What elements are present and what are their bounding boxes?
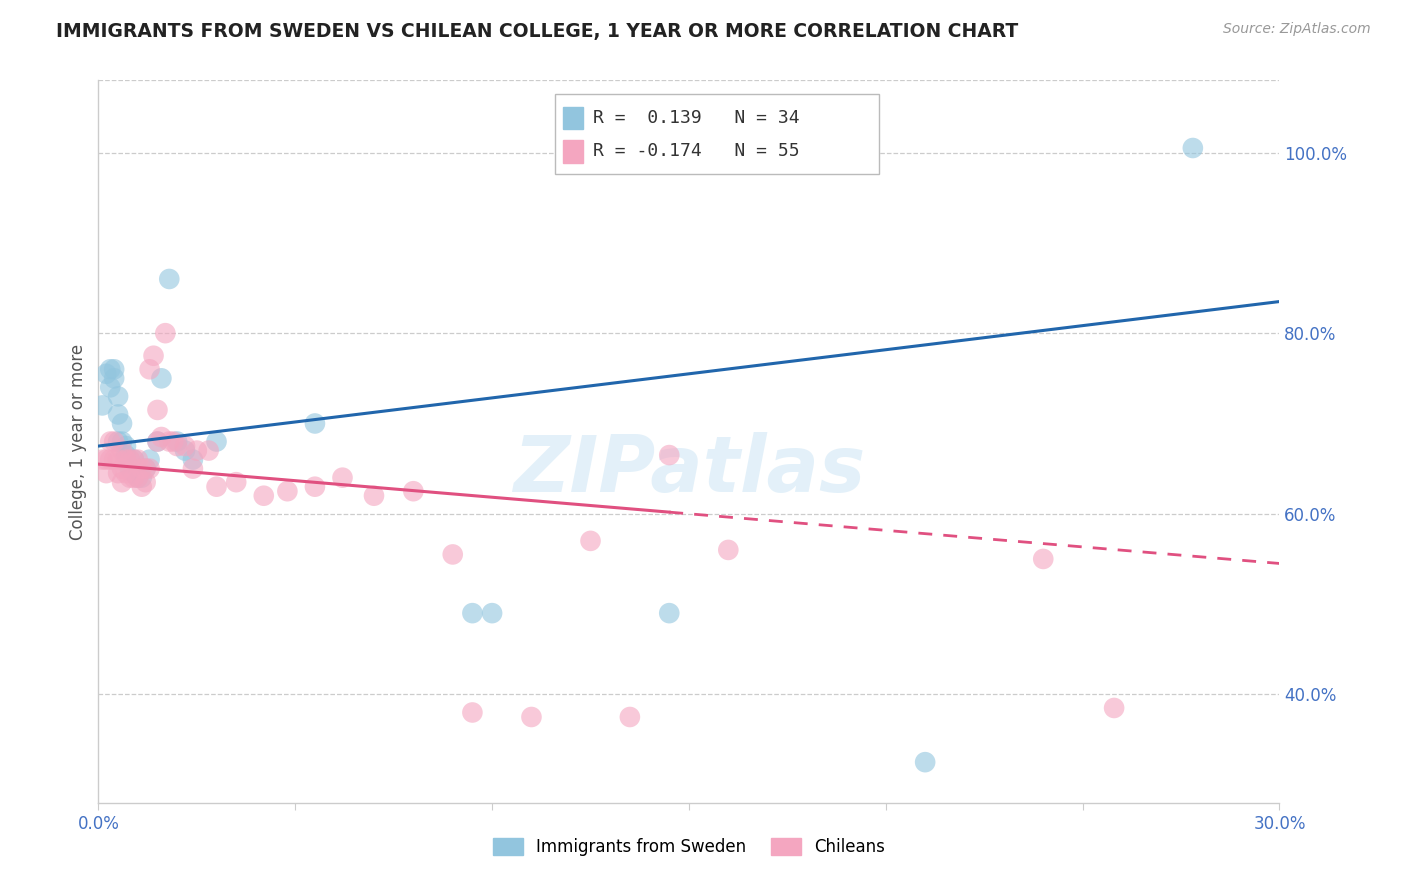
Point bbox=[118, 452, 141, 467]
Point bbox=[1181, 141, 1204, 155]
Point bbox=[127, 452, 149, 467]
Point bbox=[91, 398, 114, 412]
Point bbox=[115, 466, 138, 480]
Point bbox=[135, 461, 157, 475]
Point bbox=[197, 443, 219, 458]
Point bbox=[122, 471, 145, 485]
Point bbox=[520, 710, 543, 724]
Point bbox=[481, 606, 503, 620]
Point bbox=[111, 461, 134, 475]
Point bbox=[658, 448, 681, 462]
Point bbox=[402, 484, 425, 499]
Y-axis label: College, 1 year or more: College, 1 year or more bbox=[69, 343, 87, 540]
Point bbox=[166, 434, 188, 449]
Point bbox=[717, 542, 740, 557]
Text: ZIPatlas: ZIPatlas bbox=[513, 433, 865, 508]
Point bbox=[146, 403, 169, 417]
Point bbox=[157, 434, 180, 449]
Point bbox=[225, 475, 247, 490]
Point bbox=[166, 439, 188, 453]
Point bbox=[276, 484, 298, 499]
Text: R =  0.139   N = 34: R = 0.139 N = 34 bbox=[592, 109, 799, 127]
Point bbox=[115, 448, 138, 462]
Point bbox=[138, 461, 160, 475]
Point bbox=[98, 452, 121, 467]
Point bbox=[461, 606, 484, 620]
Point bbox=[138, 362, 160, 376]
Point bbox=[181, 452, 204, 467]
Text: R = -0.174   N = 55: R = -0.174 N = 55 bbox=[592, 143, 799, 161]
Point bbox=[174, 443, 197, 458]
Point bbox=[107, 466, 129, 480]
Point bbox=[131, 461, 153, 475]
Point bbox=[111, 443, 134, 458]
Point bbox=[914, 755, 936, 769]
Legend: Immigrants from Sweden, Chileans: Immigrants from Sweden, Chileans bbox=[486, 831, 891, 863]
Point bbox=[146, 434, 169, 449]
Point bbox=[150, 371, 173, 385]
Point bbox=[122, 452, 145, 467]
Point bbox=[138, 452, 160, 467]
Point bbox=[181, 461, 204, 475]
Point bbox=[150, 430, 173, 444]
Point bbox=[118, 461, 141, 475]
Point bbox=[122, 466, 145, 480]
Point bbox=[146, 434, 169, 449]
Point bbox=[332, 471, 354, 485]
Point bbox=[253, 489, 276, 503]
Point bbox=[103, 434, 125, 449]
Point bbox=[363, 489, 385, 503]
Point bbox=[107, 408, 129, 422]
Point bbox=[162, 434, 184, 449]
Point bbox=[205, 480, 228, 494]
Point bbox=[131, 480, 153, 494]
Point bbox=[103, 362, 125, 376]
Point bbox=[91, 452, 114, 467]
Point bbox=[107, 434, 129, 449]
Point bbox=[115, 439, 138, 453]
Point bbox=[111, 417, 134, 431]
Point bbox=[96, 466, 118, 480]
Point bbox=[96, 367, 118, 381]
Point bbox=[304, 417, 326, 431]
Text: Source: ZipAtlas.com: Source: ZipAtlas.com bbox=[1223, 22, 1371, 37]
Point bbox=[118, 471, 141, 485]
Point bbox=[107, 452, 129, 467]
Point bbox=[135, 475, 157, 490]
Point bbox=[205, 434, 228, 449]
Point bbox=[98, 362, 121, 376]
Point bbox=[103, 452, 125, 467]
Text: IMMIGRANTS FROM SWEDEN VS CHILEAN COLLEGE, 1 YEAR OR MORE CORRELATION CHART: IMMIGRANTS FROM SWEDEN VS CHILEAN COLLEG… bbox=[56, 22, 1018, 41]
Point bbox=[103, 371, 125, 385]
Point bbox=[579, 533, 602, 548]
Point bbox=[107, 389, 129, 403]
Point bbox=[1032, 552, 1054, 566]
Point bbox=[619, 710, 641, 724]
Point bbox=[127, 471, 149, 485]
Point bbox=[118, 452, 141, 467]
Point bbox=[304, 480, 326, 494]
Point bbox=[186, 443, 208, 458]
Point bbox=[122, 452, 145, 467]
Point bbox=[155, 326, 177, 341]
Point bbox=[111, 475, 134, 490]
Point bbox=[131, 471, 153, 485]
Point bbox=[111, 434, 134, 449]
Point bbox=[461, 706, 484, 720]
Point bbox=[174, 439, 197, 453]
Point bbox=[157, 272, 180, 286]
Point bbox=[96, 452, 118, 467]
Point bbox=[115, 452, 138, 467]
Point bbox=[1102, 701, 1125, 715]
Point bbox=[98, 434, 121, 449]
Point bbox=[98, 380, 121, 394]
Point bbox=[441, 548, 464, 562]
Point bbox=[127, 471, 149, 485]
Point bbox=[142, 349, 165, 363]
Point bbox=[658, 606, 681, 620]
Point bbox=[135, 461, 157, 475]
